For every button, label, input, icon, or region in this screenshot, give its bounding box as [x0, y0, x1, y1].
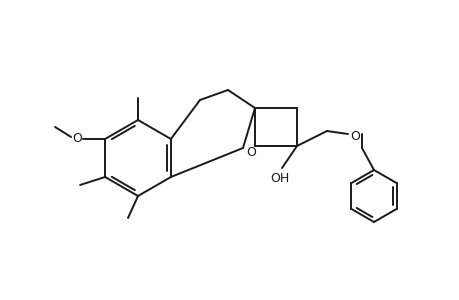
Text: O: O — [72, 133, 82, 146]
Text: O: O — [349, 130, 359, 142]
Text: O: O — [246, 146, 255, 158]
Text: OH: OH — [270, 172, 289, 184]
